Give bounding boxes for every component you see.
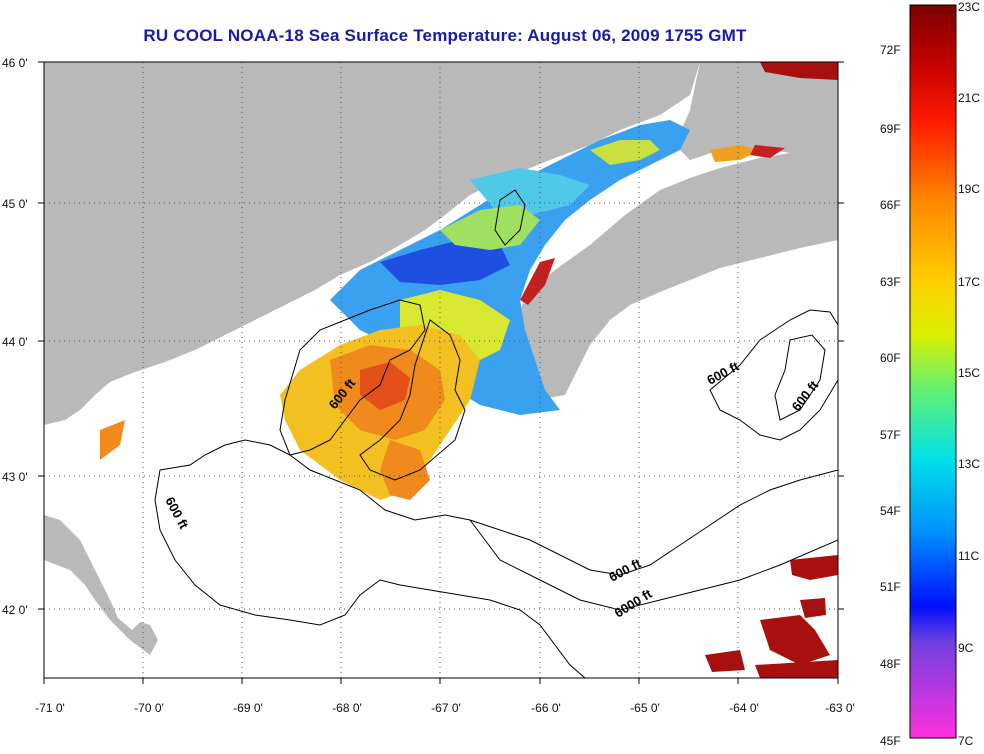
colorbar-c-9: 9C xyxy=(958,641,974,655)
lon-tick-69: -69 0' xyxy=(233,701,263,715)
lon-tick-68: -68 0' xyxy=(332,701,362,715)
colorbar-f-63: 63F xyxy=(880,275,901,289)
lat-tick-43: 43 0' xyxy=(2,470,28,484)
lon-tick-70: -70 0' xyxy=(134,701,164,715)
lon-tick-64: -64 0' xyxy=(729,701,759,715)
colorbar-c-7: 7C xyxy=(958,734,974,748)
colorbar-f-66: 66F xyxy=(880,198,901,212)
lat-tick-46: 46 0' xyxy=(2,56,28,70)
colorbar-c-11: 11C xyxy=(958,549,979,563)
lon-tick-66: -66 0' xyxy=(531,701,561,715)
bathymetry-contours xyxy=(154,189,838,678)
colorbar-c-19: 19C xyxy=(958,182,980,196)
colorbar-f-72: 72F xyxy=(880,43,901,57)
land-massachusetts xyxy=(44,515,158,655)
colorbar-f-69: 69F xyxy=(880,122,901,136)
lat-axis xyxy=(38,61,844,610)
sst-field xyxy=(100,62,838,678)
land-maine xyxy=(44,62,700,425)
lat-tick-44: 44 0' xyxy=(2,335,28,349)
lat-tick-42: 42 0' xyxy=(2,603,28,617)
colorbar-f-45: 45F xyxy=(880,734,901,748)
lon-tick-65: -65 0' xyxy=(630,701,660,715)
colorbar-c-23: 23C xyxy=(958,0,980,14)
colorbar xyxy=(909,4,957,739)
lon-tick-63: -63 0' xyxy=(825,701,855,715)
lat-tick-45: 45 0' xyxy=(2,197,28,211)
colorbar-f-48: 48F xyxy=(880,657,901,671)
colorbar-c-21: 21C xyxy=(958,91,980,105)
colorbar-f-57: 57F xyxy=(880,428,901,442)
map-title: RU COOL NOAA-18 Sea Surface Temperature:… xyxy=(143,26,747,45)
lon-axis xyxy=(43,678,839,684)
map-frame xyxy=(43,61,839,679)
colorbar-c-17: 17C xyxy=(958,275,980,289)
lon-tick-71: -71 0' xyxy=(35,701,65,715)
colorbar-c-15: 15C xyxy=(958,366,980,380)
colorbar-f-60: 60F xyxy=(880,351,901,365)
lon-tick-67: -67 0' xyxy=(431,701,461,715)
colorbar-f-54: 54F xyxy=(880,504,901,518)
colorbar-c-13: 13C xyxy=(958,457,980,471)
colorbar-f-51: 51F xyxy=(880,580,901,594)
